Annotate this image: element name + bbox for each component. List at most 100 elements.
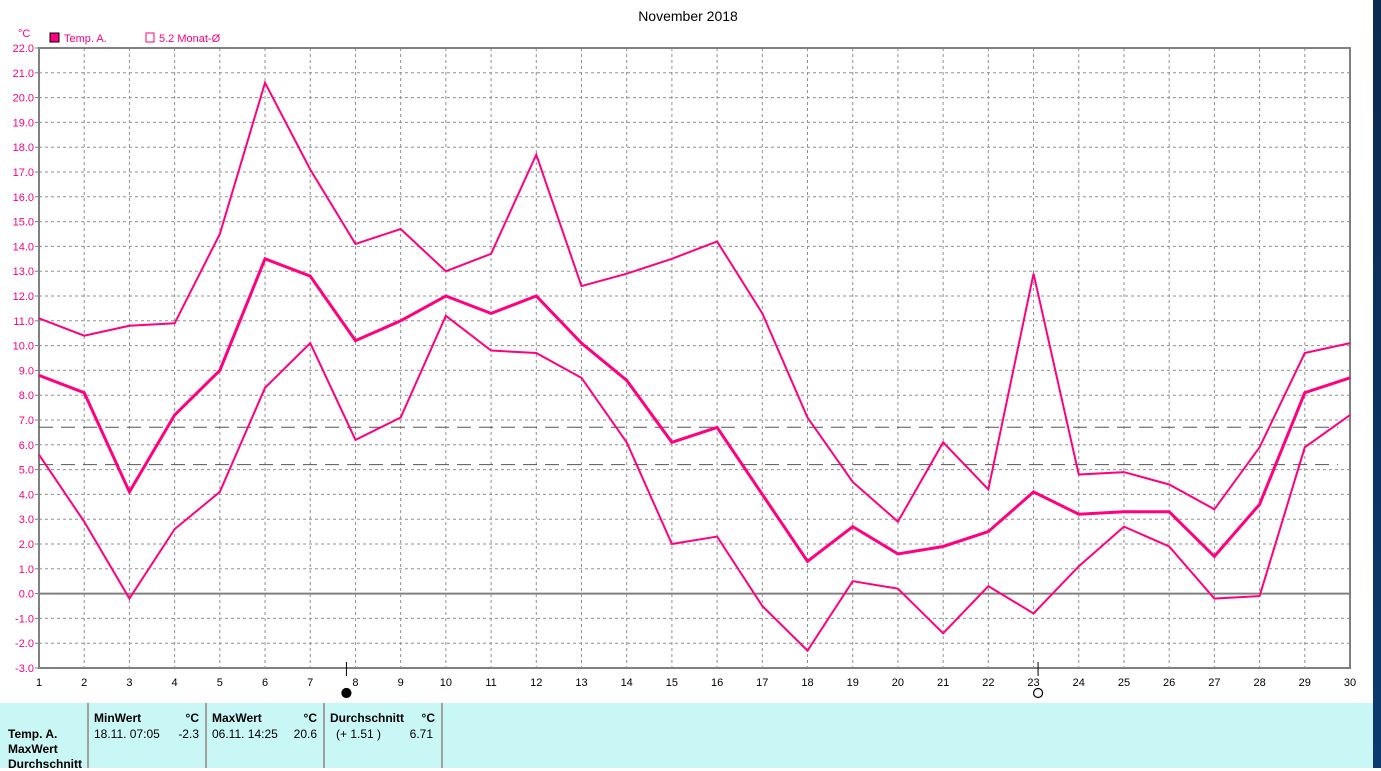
data-point xyxy=(174,414,176,416)
y-tick-label: 12.0 xyxy=(13,291,34,303)
data-point xyxy=(807,417,809,419)
data-point xyxy=(535,154,537,156)
data-point xyxy=(1349,414,1351,416)
data-point xyxy=(626,273,628,275)
data-point xyxy=(264,387,266,389)
data-point xyxy=(852,526,854,528)
data-point xyxy=(1168,545,1170,547)
data-point xyxy=(716,536,718,538)
y-tick-label: 3.0 xyxy=(19,514,34,526)
data-point xyxy=(987,488,989,490)
data-point xyxy=(400,320,402,322)
x-tick-label: 27 xyxy=(1208,677,1220,689)
y-axis-label: °C xyxy=(18,28,30,40)
data-point xyxy=(1123,526,1125,528)
data-point xyxy=(897,588,899,590)
max-value: 20.6 xyxy=(293,727,317,741)
data-point xyxy=(671,258,673,260)
data-point xyxy=(354,243,356,245)
data-point xyxy=(128,598,130,600)
min-value: -2.3 xyxy=(178,727,199,741)
data-point xyxy=(1213,508,1215,510)
data-point xyxy=(807,650,809,652)
data-point xyxy=(38,317,40,319)
data-point xyxy=(580,377,582,379)
data-point xyxy=(761,493,763,495)
series-line-min xyxy=(38,314,1351,653)
max-header: MaxWert xyxy=(212,711,262,725)
y-tick-label: -1.0 xyxy=(15,613,34,625)
data-point xyxy=(354,340,356,342)
data-point xyxy=(400,417,402,419)
y-tick-label: 20.0 xyxy=(13,93,34,105)
max-unit: °C xyxy=(303,711,317,725)
data-point xyxy=(580,285,582,287)
data-point xyxy=(38,454,40,456)
data-point xyxy=(897,553,899,555)
data-point xyxy=(1349,377,1351,379)
y-tick-label: 21.0 xyxy=(13,68,34,80)
y-tick-label: 5.0 xyxy=(19,465,34,477)
data-point xyxy=(1033,273,1035,275)
y-tick-label: 10.0 xyxy=(13,341,34,353)
x-tick-label: 30 xyxy=(1344,677,1356,689)
data-point xyxy=(219,233,221,235)
data-point xyxy=(807,560,809,562)
data-point xyxy=(128,491,130,493)
data-point xyxy=(1033,612,1035,614)
y-tick-label: 15.0 xyxy=(13,217,34,229)
data-point xyxy=(1259,446,1261,448)
data-point xyxy=(309,275,311,277)
desktop-edge xyxy=(1373,0,1381,768)
y-tick-label: 17.0 xyxy=(13,167,34,179)
row-labels: Temp. A. MaxWert Durchschnitt xyxy=(0,703,89,771)
x-tick-label: 6 xyxy=(262,677,268,689)
data-point xyxy=(671,441,673,443)
full-moon-icon xyxy=(1032,687,1044,699)
data-point xyxy=(626,379,628,381)
y-tick-label: 4.0 xyxy=(19,489,34,501)
x-tick-label: 25 xyxy=(1118,677,1130,689)
data-point xyxy=(400,228,402,230)
row-label-temp: Temp. A. xyxy=(8,727,58,741)
y-tick-label: 18.0 xyxy=(13,142,34,154)
data-point xyxy=(219,369,221,371)
data-point xyxy=(1168,483,1170,485)
data-point xyxy=(445,315,447,317)
data-point xyxy=(1304,446,1306,448)
data-point xyxy=(626,441,628,443)
data-point xyxy=(1304,392,1306,394)
data-point xyxy=(1259,595,1261,597)
max-cell: MaxWert °C 06.11. 14:25 20.6 xyxy=(207,703,325,768)
data-point xyxy=(987,585,989,587)
y-tick-label: 9.0 xyxy=(19,365,34,377)
data-point xyxy=(445,295,447,297)
stats-table: Temp. A. MaxWert Durchschnitt MinWert °C… xyxy=(0,703,1373,771)
data-point xyxy=(987,531,989,533)
x-tick-label: 26 xyxy=(1163,677,1175,689)
series-line-mean xyxy=(38,256,1351,564)
data-point xyxy=(490,350,492,352)
x-tick-label: 11 xyxy=(485,677,496,689)
x-tick-label: 16 xyxy=(711,677,723,689)
x-tick-label: 12 xyxy=(530,677,542,689)
data-point xyxy=(1213,598,1215,600)
data-point xyxy=(174,528,176,530)
data-point xyxy=(1123,511,1125,513)
data-point xyxy=(852,580,854,582)
min-header: MinWert xyxy=(94,711,142,725)
data-point xyxy=(1123,471,1125,473)
data-point xyxy=(38,374,40,376)
data-point xyxy=(897,521,899,523)
data-point xyxy=(309,169,311,171)
y-tick-label: 1.0 xyxy=(19,564,34,576)
avg-header: Durchschnitt xyxy=(330,711,405,725)
data-point xyxy=(354,439,356,441)
avg-cell: Durchschnitt °C (+ 1.51 ) 6.71 xyxy=(325,703,443,768)
y-tick-label: 2.0 xyxy=(19,539,34,551)
data-point xyxy=(83,335,85,337)
data-point xyxy=(580,342,582,344)
data-point xyxy=(445,270,447,272)
data-point xyxy=(264,258,266,260)
x-tick-label: 24 xyxy=(1073,677,1085,689)
